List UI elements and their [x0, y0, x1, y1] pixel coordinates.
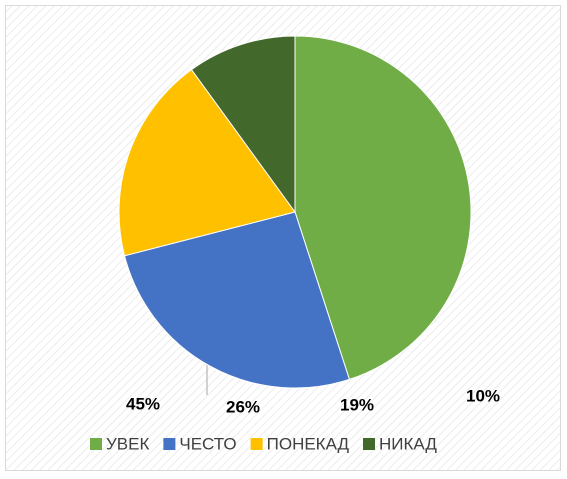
data-label: 26% — [226, 397, 260, 416]
pie-slice — [294, 35, 472, 381]
pie-slice — [123, 211, 351, 389]
legend-swatch — [363, 438, 376, 450]
legend-label: НИКАД — [379, 434, 437, 453]
legend-swatch — [163, 438, 176, 450]
pie-slice — [118, 68, 296, 257]
legend-swatch — [250, 438, 263, 450]
pie-slice — [190, 35, 296, 214]
data-label: 19% — [340, 395, 374, 414]
legend-label: ЧЕСТО — [179, 434, 236, 453]
legend-label: ПОНЕКАД — [267, 434, 350, 453]
data-label: 10% — [466, 386, 500, 405]
legend-swatch — [90, 438, 102, 450]
data-label: 45% — [126, 394, 160, 413]
legend-label: УВЕК — [106, 434, 149, 453]
